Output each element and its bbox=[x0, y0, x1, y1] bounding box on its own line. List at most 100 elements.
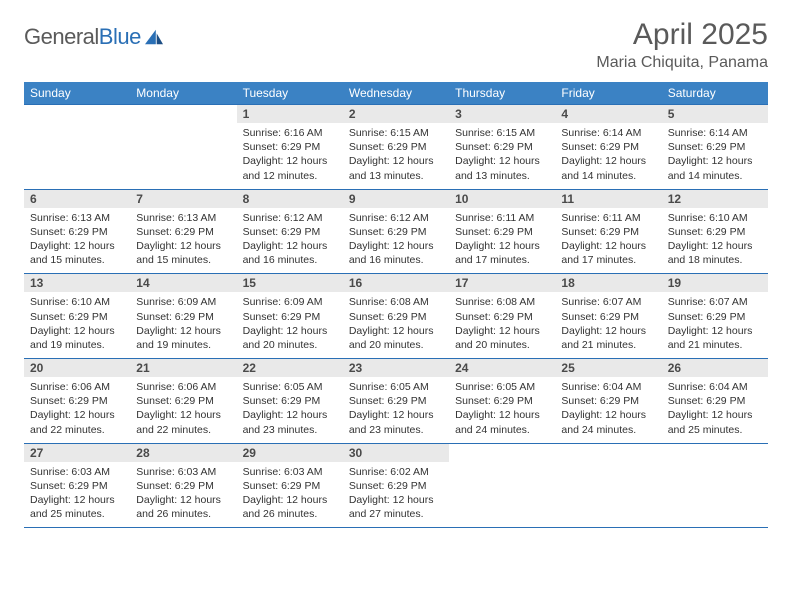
day-number: 3 bbox=[449, 105, 555, 124]
day-cell: Sunrise: 6:13 AMSunset: 6:29 PMDaylight:… bbox=[130, 208, 236, 274]
weekday-header-row: Sunday Monday Tuesday Wednesday Thursday… bbox=[24, 82, 768, 105]
day-number: 2 bbox=[343, 105, 449, 124]
sunrise-text: Sunrise: 6:08 AM bbox=[349, 295, 443, 309]
day-cell: Sunrise: 6:04 AMSunset: 6:29 PMDaylight:… bbox=[662, 377, 768, 443]
daylight-text-2: and 22 minutes. bbox=[30, 423, 124, 437]
sunrise-text: Sunrise: 6:15 AM bbox=[455, 126, 549, 140]
sunset-text: Sunset: 6:29 PM bbox=[668, 225, 762, 239]
day-cell: Sunrise: 6:14 AMSunset: 6:29 PMDaylight:… bbox=[555, 123, 661, 189]
daylight-text-2: and 21 minutes. bbox=[561, 338, 655, 352]
sunrise-text: Sunrise: 6:11 AM bbox=[455, 211, 549, 225]
daylight-text-1: Daylight: 12 hours bbox=[561, 324, 655, 338]
day-content-row: Sunrise: 6:03 AM Sunset: 6:29 PM Daylight:… bbox=[24, 462, 768, 528]
day-number: 14 bbox=[130, 274, 236, 293]
daylight-text-2: and 23 minutes. bbox=[243, 423, 337, 437]
sunrise-text: Sunrise: 6:09 AM bbox=[136, 295, 230, 309]
sunrise-text: Sunrise: 6:05 AM bbox=[349, 380, 443, 394]
weekday-header: Friday bbox=[555, 82, 661, 105]
sunset-text: Sunset: 6:29 PM bbox=[136, 225, 230, 239]
sunrise-text: Sunrise: 6:07 AM bbox=[561, 295, 655, 309]
day-cell: Sunrise: 6:13 AMSunset: 6:29 PMDaylight:… bbox=[24, 208, 130, 274]
daylight-text-2: and 26 minutes. bbox=[136, 507, 230, 521]
sunrise-text: Sunrise: 6:10 AM bbox=[30, 295, 124, 309]
day-cell: Sunrise: 6:12 AMSunset: 6:29 PMDaylight:… bbox=[343, 208, 449, 274]
daylight-text-1: Daylight: 12 hours bbox=[30, 239, 124, 253]
sunset-text: Sunset: 6:29 PM bbox=[243, 225, 337, 239]
daylight-text-1: Daylight: 12 hours bbox=[455, 408, 549, 422]
daylight-text-1: Daylight: 12 hours bbox=[561, 408, 655, 422]
day-content-row: Sunrise: 6:13 AMSunset: 6:29 PMDaylight:… bbox=[24, 208, 768, 274]
sunrise-text: Sunrise: 6:08 AM bbox=[455, 295, 549, 309]
sunset-text: Sunset: 6:29 PM bbox=[455, 310, 549, 324]
sunset-text: Sunset: 6:29 PM bbox=[349, 225, 443, 239]
daylight-text-2: and 20 minutes. bbox=[349, 338, 443, 352]
daylight-text-1: Daylight: 12 hours bbox=[243, 239, 337, 253]
sunrise-text: Sunrise: 6:06 AM bbox=[136, 380, 230, 394]
sunset-text: Sunset: 6:29 PM bbox=[243, 140, 337, 154]
daylight-text-2: and 26 minutes. bbox=[243, 507, 337, 521]
day-number: 15 bbox=[237, 274, 343, 293]
daylight-text-2: and 24 minutes. bbox=[561, 423, 655, 437]
day-number: 11 bbox=[555, 189, 661, 208]
daylight-text-1: Daylight: 12 hours bbox=[30, 324, 124, 338]
day-number: 16 bbox=[343, 274, 449, 293]
sunrise-text: Sunrise: 6:10 AM bbox=[668, 211, 762, 225]
day-cell bbox=[449, 462, 555, 528]
day-cell: Sunrise: 6:05 AMSunset: 6:29 PMDaylight:… bbox=[449, 377, 555, 443]
weekday-header: Wednesday bbox=[343, 82, 449, 105]
day-cell: Sunrise: 6:14 AMSunset: 6:29 PMDaylight:… bbox=[662, 123, 768, 189]
sunrise-text: Sunrise: 6:03 AM bbox=[30, 465, 124, 479]
day-number: 26 bbox=[662, 359, 768, 378]
daylight-text-2: and 20 minutes. bbox=[455, 338, 549, 352]
daynum-row: 6789101112 bbox=[24, 189, 768, 208]
daylight-text-1: Daylight: 12 hours bbox=[243, 324, 337, 338]
sunrise-text: Sunrise: 6:05 AM bbox=[243, 380, 337, 394]
sunset-text: Sunset: 6:29 PM bbox=[136, 479, 230, 493]
daylight-text-1: Daylight: 12 hours bbox=[349, 493, 443, 507]
daylight-text-2: and 15 minutes. bbox=[30, 253, 124, 267]
day-cell bbox=[130, 123, 236, 189]
daylight-text-1: Daylight: 12 hours bbox=[349, 154, 443, 168]
sunset-text: Sunset: 6:29 PM bbox=[561, 310, 655, 324]
daylight-text-2: and 20 minutes. bbox=[243, 338, 337, 352]
sunset-text: Sunset: 6:29 PM bbox=[561, 394, 655, 408]
day-number: 13 bbox=[24, 274, 130, 293]
day-number: 5 bbox=[662, 105, 768, 124]
daylight-text-2: and 14 minutes. bbox=[668, 169, 762, 183]
daylight-text-2: and 24 minutes. bbox=[455, 423, 549, 437]
daylight-text-2: and 14 minutes. bbox=[561, 169, 655, 183]
day-number: 10 bbox=[449, 189, 555, 208]
weekday-header: Tuesday bbox=[237, 82, 343, 105]
daylight-text-2: and 25 minutes. bbox=[30, 507, 124, 521]
logo-text-gray: General bbox=[24, 24, 99, 49]
day-cell: Sunrise: 6:15 AMSunset: 6:29 PMDaylight:… bbox=[343, 123, 449, 189]
day-number bbox=[449, 443, 555, 462]
daylight-text-1: Daylight: 12 hours bbox=[243, 408, 337, 422]
daylight-text-2: and 16 minutes. bbox=[243, 253, 337, 267]
page-header: GeneralBlue April 2025 Maria Chiquita, P… bbox=[24, 18, 768, 72]
sunrise-text: Sunrise: 6:03 AM bbox=[243, 465, 337, 479]
sunrise-text: Sunrise: 6:07 AM bbox=[668, 295, 762, 309]
calendar-table: Sunday Monday Tuesday Wednesday Thursday… bbox=[24, 82, 768, 528]
day-number: 9 bbox=[343, 189, 449, 208]
logo-text-blue: Blue bbox=[99, 24, 141, 49]
sunset-text: Sunset: 6:29 PM bbox=[349, 310, 443, 324]
sunrise-text: Sunrise: 6:12 AM bbox=[243, 211, 337, 225]
day-number: 23 bbox=[343, 359, 449, 378]
daylight-text-1: Daylight: 12 hours bbox=[668, 239, 762, 253]
day-number bbox=[24, 105, 130, 124]
daylight-text-1: Daylight: 12 hours bbox=[243, 154, 337, 168]
sunrise-text: Sunrise: 6:13 AM bbox=[30, 211, 124, 225]
daylight-text-1: Daylight: 12 hours bbox=[30, 493, 124, 507]
daylight-text-1: Daylight: 12 hours bbox=[30, 408, 124, 422]
daylight-text-2: and 19 minutes. bbox=[136, 338, 230, 352]
day-cell bbox=[24, 123, 130, 189]
sunset-text: Sunset: 6:29 PM bbox=[455, 394, 549, 408]
month-title: April 2025 bbox=[596, 18, 768, 52]
weekday-header: Thursday bbox=[449, 82, 555, 105]
day-number: 18 bbox=[555, 274, 661, 293]
day-cell: Sunrise: 6:09 AMSunset: 6:29 PMDaylight:… bbox=[237, 292, 343, 358]
day-cell: Sunrise: 6:06 AMSunset: 6:29 PMDaylight:… bbox=[24, 377, 130, 443]
daylight-text-1: Daylight: 12 hours bbox=[668, 154, 762, 168]
sunrise-text: Sunrise: 6:11 AM bbox=[561, 211, 655, 225]
